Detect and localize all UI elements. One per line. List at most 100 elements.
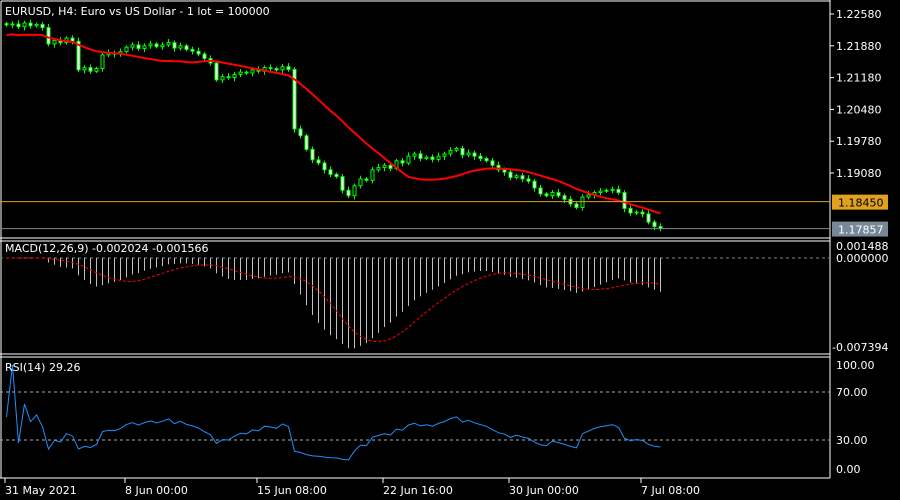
candle	[598, 187, 603, 196]
time-tick-label: 30 Jun 00:00	[509, 484, 579, 497]
time-axis: 31 May 2021 8 Jun 00:00 15 Jun 08:00 22 Jun…	[4, 478, 700, 497]
candle-body	[142, 45, 147, 50]
candle-body	[466, 152, 471, 156]
candle-body	[10, 23, 15, 26]
time-tick-label: 7 Jul 08:00	[641, 484, 700, 497]
candle-body	[352, 185, 357, 197]
candle-body	[400, 160, 405, 164]
candle-body	[580, 196, 585, 209]
rsi-tick: 30.00	[836, 434, 868, 447]
candle	[274, 66, 279, 72]
candle-body	[310, 148, 315, 161]
macd-panel[interactable]: MACD(12,26,9) -0.002024 -0.001566 0.0014…	[0, 240, 889, 354]
candle-body	[268, 67, 273, 70]
candle	[604, 188, 609, 193]
candle-body	[454, 147, 459, 151]
candle-body	[616, 188, 621, 194]
candle-body	[358, 178, 363, 187]
candle-body	[436, 155, 441, 160]
candle	[430, 154, 435, 163]
candle	[508, 168, 513, 181]
candle-body	[226, 76, 231, 79]
candle	[160, 42, 165, 50]
candle-body	[388, 164, 393, 169]
candle	[616, 185, 621, 195]
candle-body	[478, 155, 483, 159]
candle	[382, 163, 387, 172]
candle	[94, 66, 99, 74]
candle	[412, 151, 417, 160]
candle	[358, 175, 363, 189]
candle-body	[652, 221, 657, 228]
candle	[634, 210, 639, 215]
candle	[352, 183, 357, 200]
candle-body	[598, 190, 603, 194]
candle-body	[412, 153, 417, 157]
candle	[16, 20, 21, 29]
candle	[646, 210, 651, 225]
candle-body	[370, 169, 375, 181]
candle	[142, 43, 147, 53]
candle-body	[646, 213, 651, 223]
price-panel[interactable]: EURUSD, H4: Euro vs US Dollar - 1 lot = …	[0, 0, 888, 479]
candle	[328, 166, 333, 178]
candle	[100, 52, 105, 72]
candle	[640, 209, 645, 218]
bid-price-label-box	[832, 221, 888, 237]
candle	[346, 186, 351, 198]
candle	[238, 68, 243, 78]
candle	[466, 149, 471, 158]
rsi-panel[interactable]: RSI(14) 29.26 100.00 70.00 30.00 0.00	[0, 359, 875, 476]
candle-body	[160, 44, 165, 48]
candle	[340, 173, 345, 194]
candle-body	[172, 42, 177, 49]
candle	[298, 125, 303, 139]
candle-body	[94, 68, 99, 72]
candle	[472, 150, 477, 160]
candle-body	[484, 157, 489, 162]
candle	[310, 146, 315, 164]
candle-body	[178, 45, 183, 49]
candle	[82, 65, 87, 74]
candle	[496, 161, 501, 173]
candle-body	[364, 178, 369, 181]
candle	[538, 184, 543, 197]
candle	[196, 47, 201, 57]
candle	[268, 64, 273, 72]
candle-body	[280, 66, 285, 71]
candle-body	[244, 71, 249, 74]
candle-body	[52, 39, 57, 45]
candle-body	[298, 128, 303, 137]
candle-body	[526, 178, 531, 182]
candle-body	[232, 73, 237, 79]
price-tick-label: 1.21880	[836, 40, 882, 53]
candle	[610, 186, 615, 194]
candle-body	[28, 22, 33, 27]
time-tick-label: 22 Jun 16:00	[383, 484, 453, 497]
candle-body	[16, 23, 21, 28]
candle-body	[610, 188, 615, 191]
candle	[10, 21, 15, 29]
rsi-tick: 70.00	[836, 386, 868, 399]
candle-body	[76, 40, 81, 71]
level-price-label-box	[832, 194, 888, 210]
candle-body	[190, 48, 195, 52]
candle	[406, 152, 411, 166]
candle	[514, 173, 519, 180]
candle	[34, 22, 39, 28]
candle	[22, 20, 27, 31]
candle-body	[334, 173, 339, 178]
candle-body	[628, 207, 633, 214]
candle-body	[376, 167, 381, 171]
candle-body	[214, 62, 219, 81]
candle-body	[316, 159, 321, 164]
candle-body	[556, 192, 561, 197]
candle-body	[154, 43, 159, 48]
candle	[316, 156, 321, 166]
candle-body	[274, 68, 279, 71]
price-tick-label: 1.19080	[836, 167, 882, 180]
candle	[484, 156, 489, 163]
candle-body	[4, 23, 9, 26]
candle-body	[130, 44, 135, 48]
